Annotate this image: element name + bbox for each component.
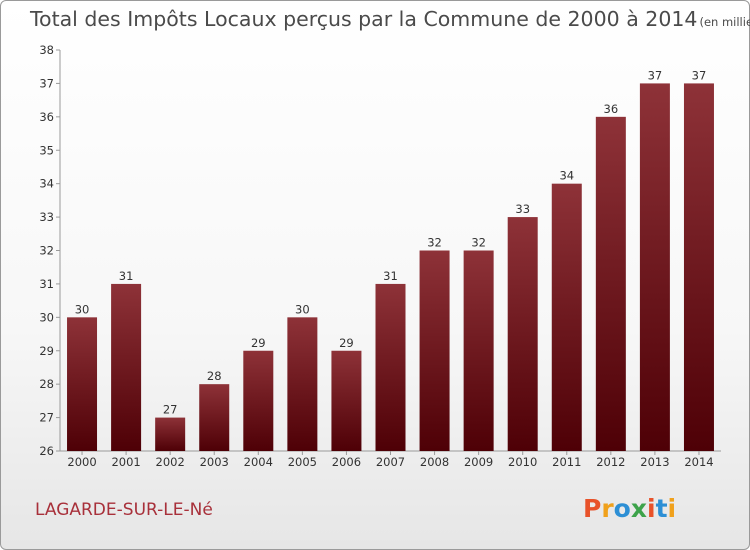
logo-letter: P [583, 494, 601, 523]
data-label: 28 [207, 369, 222, 383]
x-tick-label: 2003 [200, 455, 229, 469]
y-tick-label: 28 [39, 377, 54, 391]
x-tick-label: 2012 [596, 455, 625, 469]
y-tick-label: 33 [39, 210, 54, 224]
y-tick-label: 38 [39, 43, 54, 57]
x-tick-label: 2008 [420, 455, 449, 469]
x-tick-label: 2000 [67, 455, 96, 469]
chart-title: Total des Impôts Locaux perçus par la Co… [29, 7, 750, 31]
data-label: 36 [604, 102, 619, 116]
y-tick-label: 34 [39, 177, 54, 191]
proxiti-logo: Proxiti [583, 494, 676, 523]
x-tick-label: 2009 [464, 455, 493, 469]
data-label: 32 [471, 236, 486, 250]
x-tick-label: 2002 [156, 455, 185, 469]
data-label: 31 [119, 269, 134, 283]
x-tick-label: 2013 [640, 455, 669, 469]
y-tick-label: 32 [39, 244, 54, 258]
data-label: 37 [692, 68, 707, 82]
chart-title-text: Total des Impôts Locaux perçus par la Co… [29, 7, 697, 31]
x-tick-label: 2014 [684, 455, 713, 469]
y-tick-label: 30 [39, 310, 54, 324]
bar [287, 317, 318, 451]
bars: 30 2000 31 2001 27 2002 28 2003 29 2004 30 2005 29 20… [67, 68, 714, 469]
bar [375, 283, 406, 451]
data-label: 29 [251, 336, 266, 350]
x-tick-label: 2004 [244, 455, 273, 469]
commune-name: LAGARDE-SUR-LE-Né [35, 500, 213, 520]
bar [595, 116, 626, 451]
logo-letter: i [647, 494, 656, 523]
bar [419, 250, 450, 451]
bar [683, 83, 714, 452]
logo-letter: r [601, 494, 614, 523]
data-label: 34 [559, 169, 574, 183]
bar [463, 250, 494, 451]
x-tick-label: 2011 [552, 455, 581, 469]
bar [331, 350, 362, 451]
bar [199, 384, 230, 451]
bar [67, 317, 98, 451]
x-tick-label: 2005 [288, 455, 317, 469]
y-tick-label: 27 [39, 411, 54, 425]
y-tick-label: 26 [39, 444, 54, 458]
y-tick-label: 35 [39, 143, 54, 157]
y-tick-label: 36 [39, 110, 54, 124]
chart-unit: (en milliers d'€) [699, 15, 750, 29]
x-tick-label: 2001 [111, 455, 140, 469]
bar [507, 217, 538, 451]
data-label: 27 [163, 403, 178, 417]
data-label: 33 [515, 202, 530, 216]
y-tick-label: 31 [39, 277, 54, 291]
data-label: 37 [648, 68, 663, 82]
data-label: 32 [427, 236, 442, 250]
x-tick-label: 2007 [376, 455, 405, 469]
bar [243, 350, 274, 451]
x-tick-label: 2010 [508, 455, 537, 469]
logo-letter: o [614, 494, 631, 523]
bar [551, 183, 582, 451]
logo-letter: i [668, 494, 677, 523]
bar [111, 283, 142, 451]
x-tick-label: 2006 [332, 455, 361, 469]
bar [155, 417, 186, 451]
bar [639, 83, 670, 452]
data-label: 31 [383, 269, 398, 283]
y-tick-label: 37 [39, 76, 54, 90]
data-label: 30 [75, 302, 90, 316]
y-tick-label: 29 [39, 344, 54, 358]
logo-letter: x [631, 494, 647, 523]
data-label: 30 [295, 302, 310, 316]
logo-letter: t [656, 494, 668, 523]
data-label: 29 [339, 336, 354, 350]
